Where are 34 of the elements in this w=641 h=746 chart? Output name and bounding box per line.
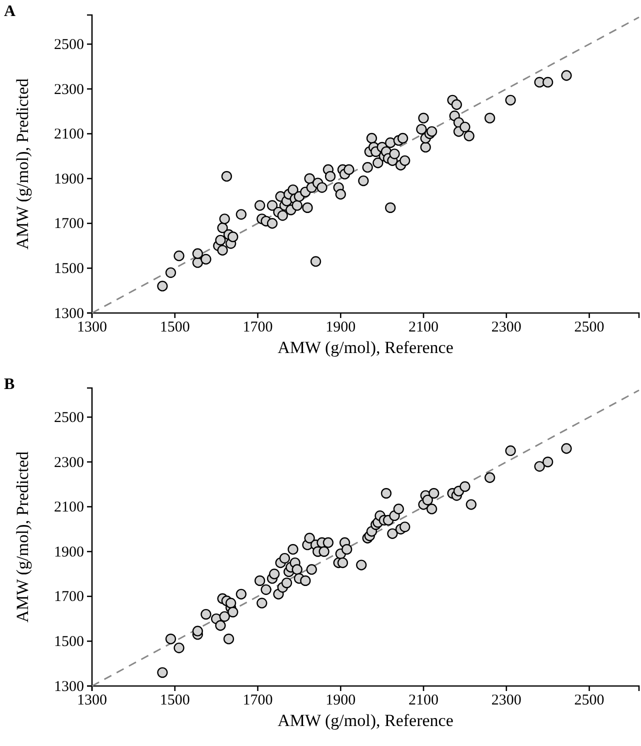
x-tick-label: 1700: [242, 692, 273, 709]
y-tick-label: 1900: [54, 171, 84, 188]
x-tick-label: 2500: [574, 692, 604, 709]
x-tick-label: 1900: [326, 692, 356, 709]
x-tick-label: 1500: [160, 320, 190, 336]
y-tick-label: 2500: [54, 36, 84, 53]
x-tick-label: 2500: [574, 320, 604, 336]
x-axis-title: AMW (g/mol), Reference: [278, 338, 454, 357]
y-tick-label: 1300: [54, 306, 84, 322]
x-tick-label: 2100: [408, 692, 439, 709]
y-tick-label: 1900: [54, 544, 84, 560]
x-axis-title: AMW (g/mol), Reference: [278, 711, 454, 730]
x-tick-label: 1300: [77, 692, 107, 709]
y-tick-label: 2100: [54, 126, 84, 143]
x-tick-label: 1500: [160, 692, 190, 709]
y-tick-label: 2300: [54, 82, 84, 98]
y-tick-label: 1500: [54, 260, 84, 277]
y-tick-label: 1300: [54, 678, 84, 695]
chart-title: A: [4, 3, 16, 20]
y-axis-title: AMW (g/mol), Predicted: [13, 78, 32, 250]
x-tick-label: 2100: [408, 320, 439, 336]
x-tick-label: 2300: [491, 320, 522, 336]
y-tick-label: 2500: [54, 410, 84, 426]
y-tick-label: 1700: [54, 216, 84, 232]
y-tick-label: 1500: [54, 634, 84, 650]
y-tick-label: 2100: [54, 500, 84, 516]
chart-title: B: [4, 376, 15, 393]
y-tick-label: 2300: [54, 454, 84, 471]
x-tick-label: 1300: [77, 320, 107, 336]
x-tick-label: 1900: [326, 320, 356, 336]
y-tick-label: 1700: [54, 589, 84, 606]
y-axis-title: AMW (g/mol), Predicted: [13, 450, 32, 623]
x-tick-label: 1700: [242, 320, 273, 336]
x-tick-label: 2300: [491, 692, 522, 709]
